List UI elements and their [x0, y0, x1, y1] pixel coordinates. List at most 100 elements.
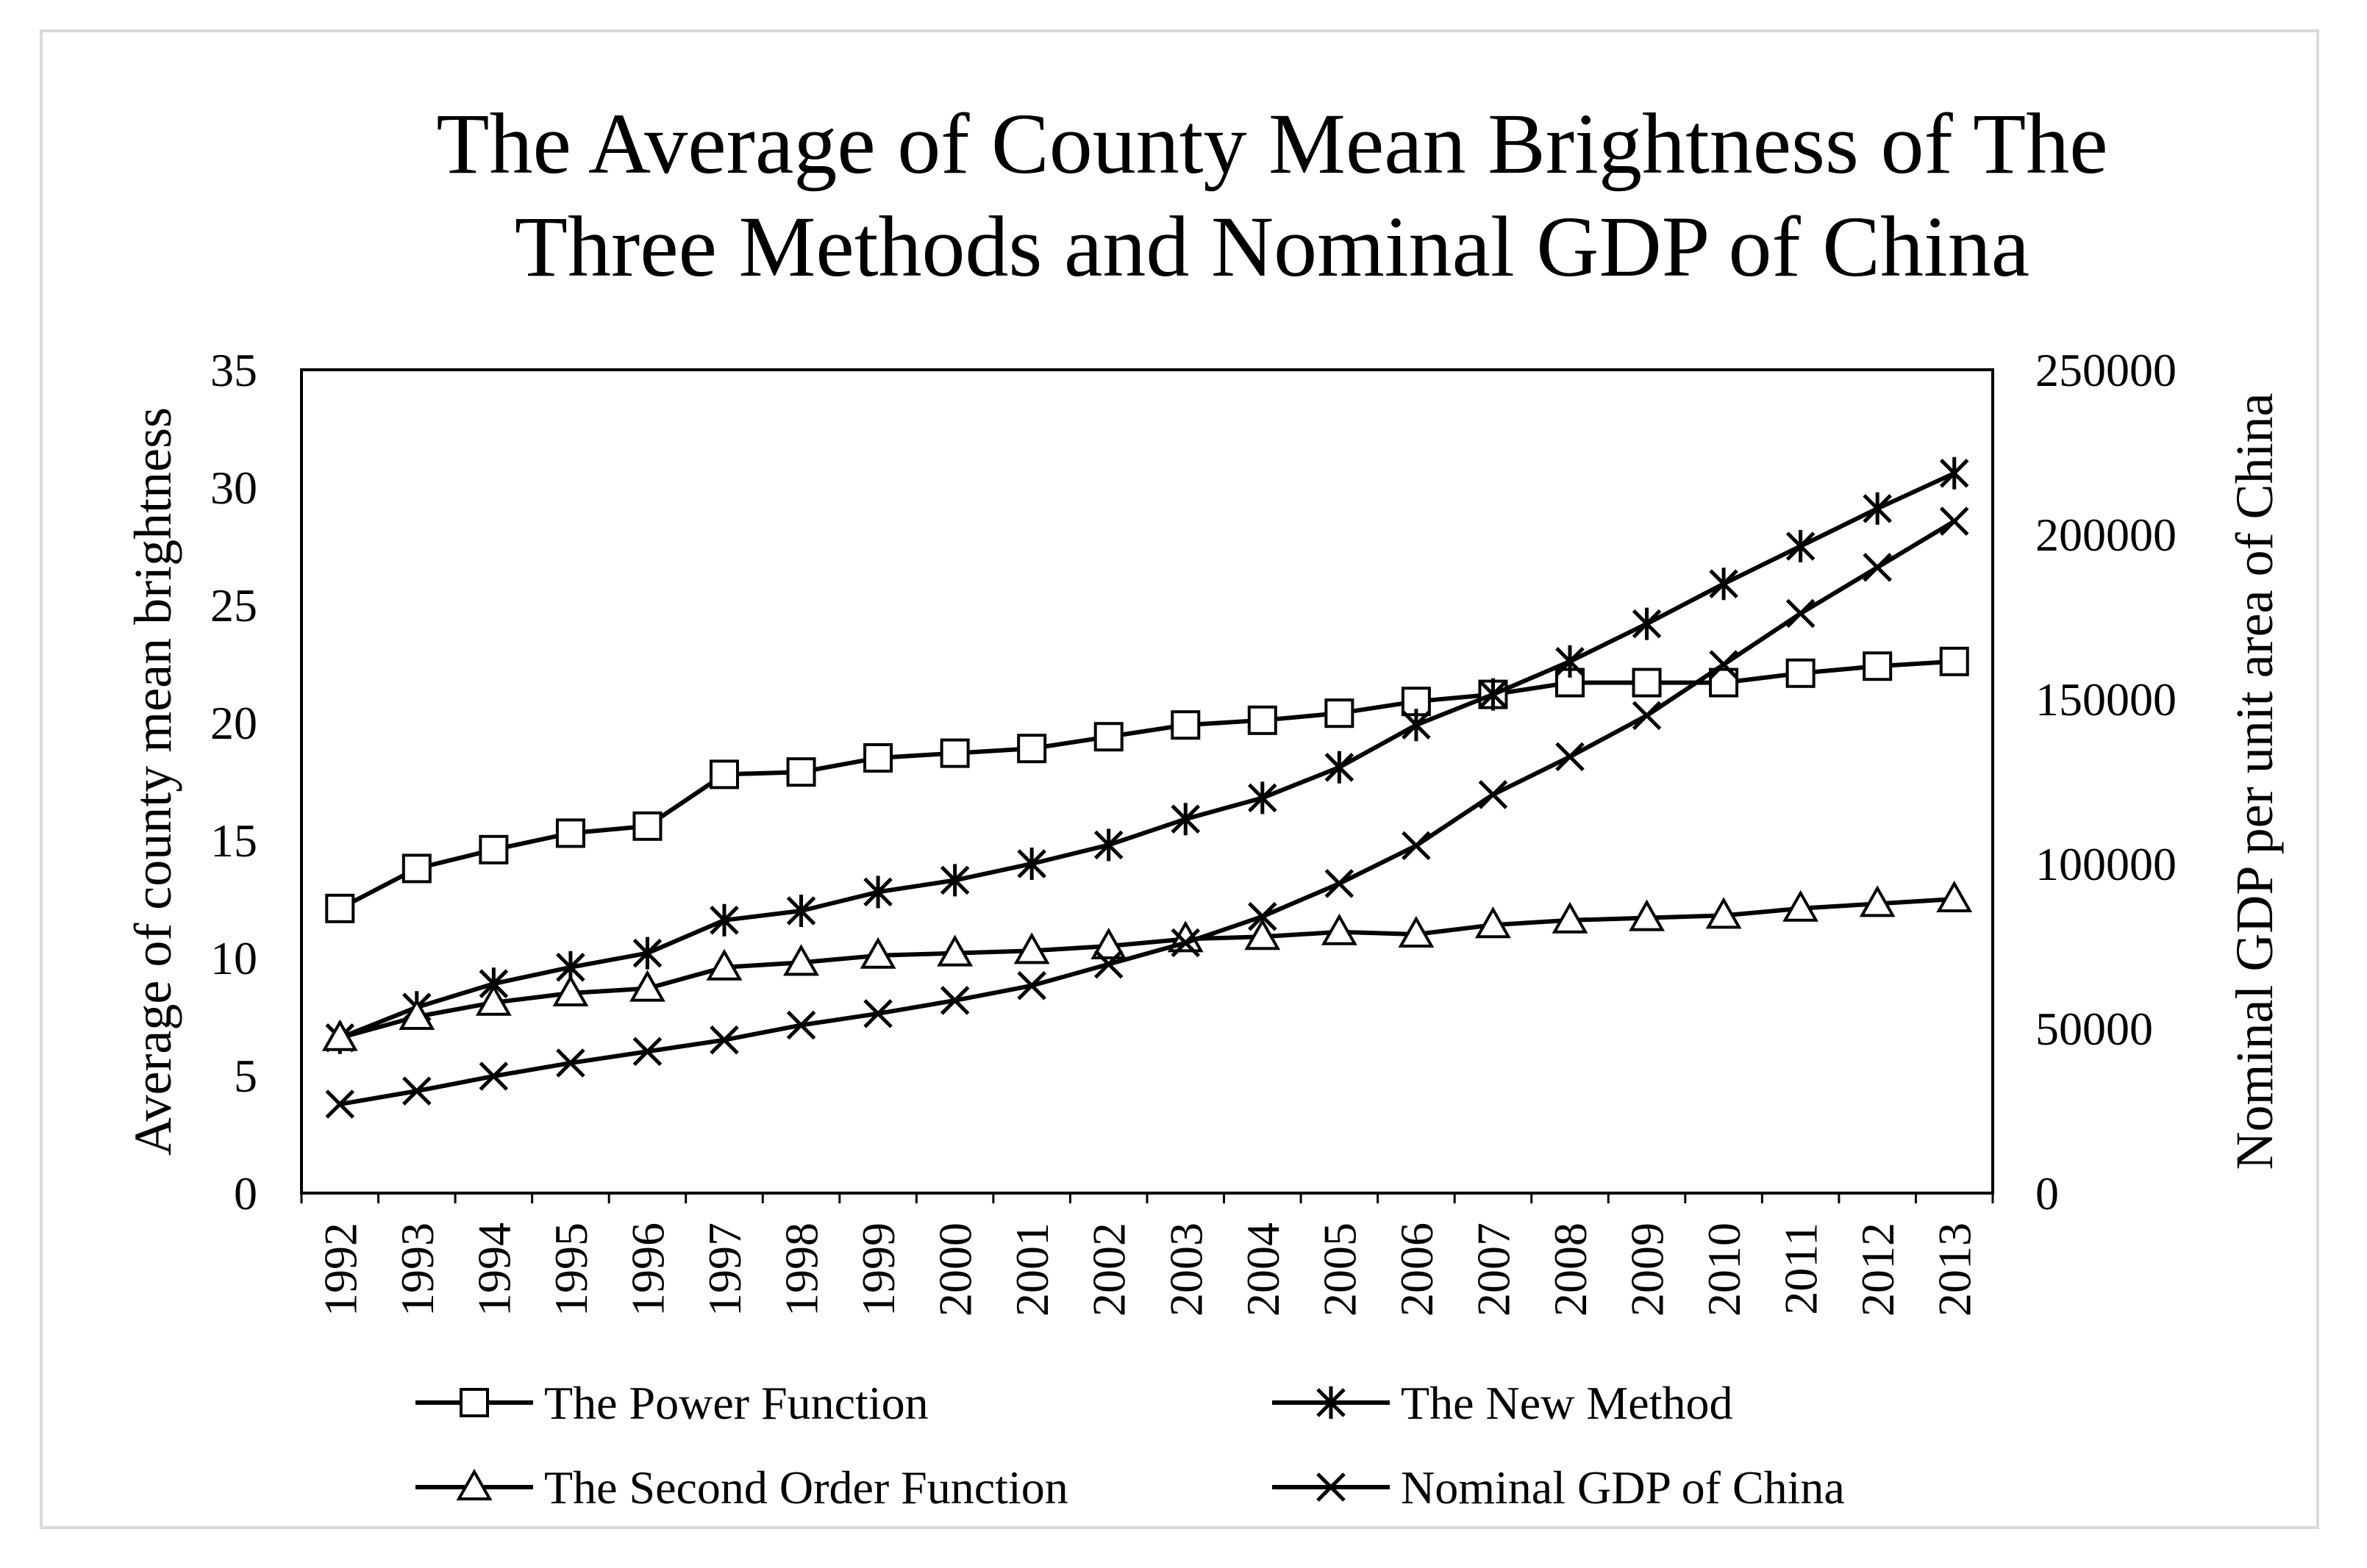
data-point: [1324, 751, 1354, 784]
data-point: [710, 759, 739, 790]
legend-label: The New Method: [1401, 1377, 1732, 1429]
series-line: [338, 659, 1954, 911]
data-point: [321, 1019, 358, 1051]
data-point: [1324, 869, 1354, 898]
data-point: [1402, 709, 1431, 742]
data-point: [1632, 667, 1662, 698]
x-tick-label: 2005: [1313, 1222, 1365, 1317]
x-tick-label: 2007: [1467, 1222, 1519, 1317]
series-nominal-gdp-of-china: [325, 506, 1969, 1119]
data-point: [1093, 828, 1124, 862]
y-right-tick-label: 200000: [2035, 509, 2177, 561]
data-point: [1555, 645, 1585, 678]
legend-item: The New Method: [1272, 1377, 1732, 1429]
legend-label: The Second Order Function: [544, 1461, 1068, 1514]
data-point: [1555, 742, 1585, 772]
data-point: [1171, 710, 1201, 740]
data-point: [1478, 678, 1508, 711]
data-point: [1093, 722, 1124, 752]
x-tick-label: 2011: [1775, 1222, 1827, 1315]
legend-label: Nominal GDP of China: [1401, 1461, 1845, 1514]
data-point: [1782, 889, 1819, 922]
data-point: [401, 853, 432, 884]
data-point: [325, 1089, 355, 1119]
y-right-tick-label: 250000: [2035, 344, 2177, 396]
data-point: [706, 948, 743, 981]
data-point: [1939, 457, 1969, 490]
y-left-tick-label: 25: [210, 579, 257, 631]
data-point: [1248, 781, 1277, 815]
y-left-tick-label: 5: [234, 1050, 257, 1102]
data-point: [863, 999, 893, 1028]
x-tick-label: 1992: [314, 1222, 366, 1317]
data-point: [1939, 646, 1969, 676]
y-left-tick-label: 30: [210, 462, 257, 514]
chart-frame: [40, 29, 2319, 1529]
y-axis-right-label: Nominal GDP per unit area of China: [2225, 393, 2284, 1170]
data-point: [786, 895, 816, 927]
x-tick-label: 2002: [1083, 1222, 1135, 1317]
data-point: [1324, 698, 1354, 728]
data-point: [1939, 506, 1969, 536]
data-point: [1863, 651, 1893, 681]
data-point: [1017, 734, 1047, 764]
x-tick-label: 1995: [545, 1222, 597, 1317]
data-point: [1090, 927, 1127, 959]
x-tick-label: 2012: [1852, 1222, 1904, 1317]
data-point: [1093, 949, 1124, 979]
legend-marker: [1316, 1386, 1346, 1419]
data-point: [1552, 901, 1588, 934]
legend-item: The Power Function: [415, 1377, 929, 1429]
legend-label: The Power Function: [544, 1377, 929, 1429]
series-line: [339, 471, 1955, 1040]
legend-item: Nominal GDP of China: [1272, 1461, 1845, 1514]
y-right-tick-label: 100000: [2035, 838, 2177, 890]
y-axis-left-label: Average of county mean brightness: [124, 407, 182, 1156]
data-point: [1402, 831, 1431, 861]
legend-marker: [456, 1468, 493, 1500]
y-left-tick-label: 0: [234, 1167, 257, 1220]
x-tick-label: 1993: [391, 1222, 443, 1317]
y-axis-right-ticks: 0 50000 100000 150000 200000 250000: [2035, 344, 2177, 1220]
chart-title-line-2: Three Methods and Nominal GDP of China: [515, 198, 2029, 295]
data-point: [479, 834, 509, 864]
data-point: [1632, 607, 1662, 640]
x-tick-label: 2000: [929, 1222, 982, 1317]
data-point: [1859, 885, 1896, 917]
y-left-tick-label: 15: [210, 815, 257, 867]
data-point: [1017, 970, 1046, 1000]
data-point: [1247, 705, 1277, 735]
data-point: [1785, 530, 1816, 562]
legend-marker: [1316, 1472, 1346, 1502]
data-point: [863, 743, 893, 773]
data-point: [783, 944, 819, 976]
data-point: [1398, 915, 1435, 948]
data-point: [1705, 897, 1742, 929]
data-point: [552, 974, 589, 1006]
data-point: [1785, 658, 1816, 688]
data-point: [786, 757, 816, 787]
data-point: [1863, 553, 1892, 582]
plot-area: [300, 368, 1994, 1195]
data-point: [1863, 492, 1892, 525]
data-point: [1475, 906, 1511, 939]
data-point: [1171, 803, 1201, 836]
data-point: [632, 1037, 663, 1067]
data-point: [555, 818, 585, 848]
x-tick-label: 1997: [699, 1222, 751, 1317]
legend: The Power Function The New Method The Seco…: [415, 1377, 1845, 1514]
y-left-tick-label: 35: [210, 344, 257, 396]
data-point: [632, 811, 663, 841]
data-point: [632, 937, 663, 970]
data-point: [786, 1010, 816, 1040]
x-tick-label: 2008: [1544, 1222, 1596, 1317]
series-layer: [321, 457, 1973, 1119]
data-point: [325, 893, 355, 923]
y-right-tick-label: 50000: [2035, 1003, 2153, 1055]
data-point: [1709, 568, 1738, 601]
data-point: [1017, 848, 1046, 880]
series-line: [339, 897, 1954, 1040]
chart-title-line-1: The Average of County Mean Brightness of…: [436, 96, 2107, 192]
x-tick-label: 2010: [1698, 1222, 1750, 1317]
data-point: [1478, 780, 1508, 809]
